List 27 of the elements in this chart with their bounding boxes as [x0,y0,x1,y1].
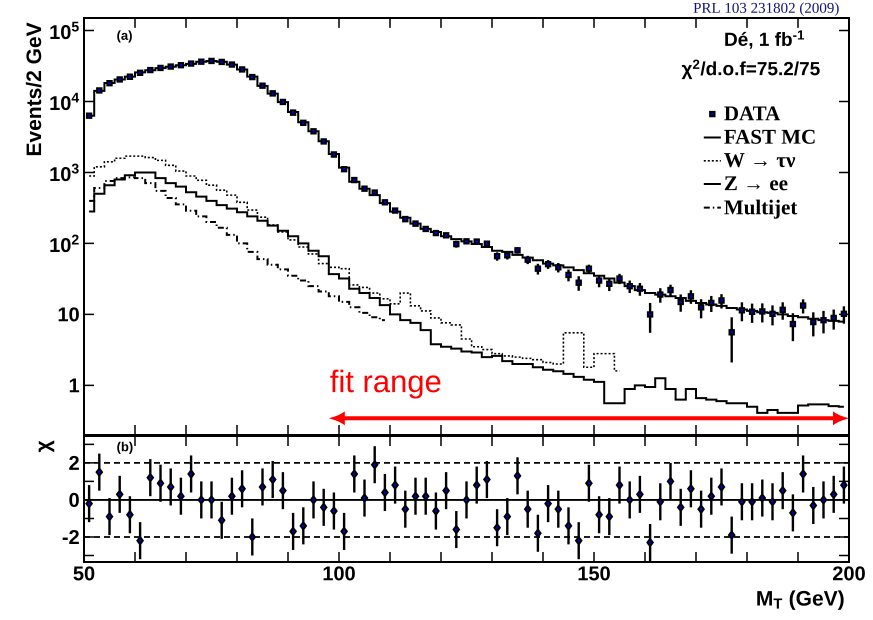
text: PRL 103 231802 (2009) [694,2,839,16]
legend-label: DATA [724,106,780,120]
y-tick-label: 10 [58,307,79,322]
x-tick-label: 100 [324,566,355,580]
y-tick-label: -2 [62,530,79,544]
y-tick-label: 10$^{5}$ [50,22,79,40]
y-tick-label: 2 [69,456,79,470]
y-tick-label: 10$^{4}$ [50,92,80,110]
y-axis-title: Events/2 GeV [26,22,42,156]
x-tick-label: 50 [73,566,94,580]
y-tick-label: 0 [69,492,79,507]
y-tick-label: 10$^{3}$ [50,164,79,182]
y-tick-label: 1 [70,378,80,392]
annotation: χ$^{2}$/d.o.f=75.2/75 [682,60,820,80]
annotation: Dé, 1 fb$^{-1}$ [725,30,804,49]
legend-label: W → τν [724,153,796,168]
y-tick-label: 10$^{2}$ [50,234,79,252]
x-tick-label: 200 [833,566,865,580]
legend-label: FAST MC [724,130,815,144]
legend-label: Multijet [724,200,798,219]
legend-label: Z → ee [724,176,788,190]
annotation: (a) [117,30,132,43]
x-axis-title: M$_{T}$ (GeV) [757,590,844,610]
annotation: fit range [330,370,440,399]
x-tick-label: 150 [578,566,610,580]
annotation: (b) [117,442,133,454]
y-axis-title: χ [38,440,54,452]
